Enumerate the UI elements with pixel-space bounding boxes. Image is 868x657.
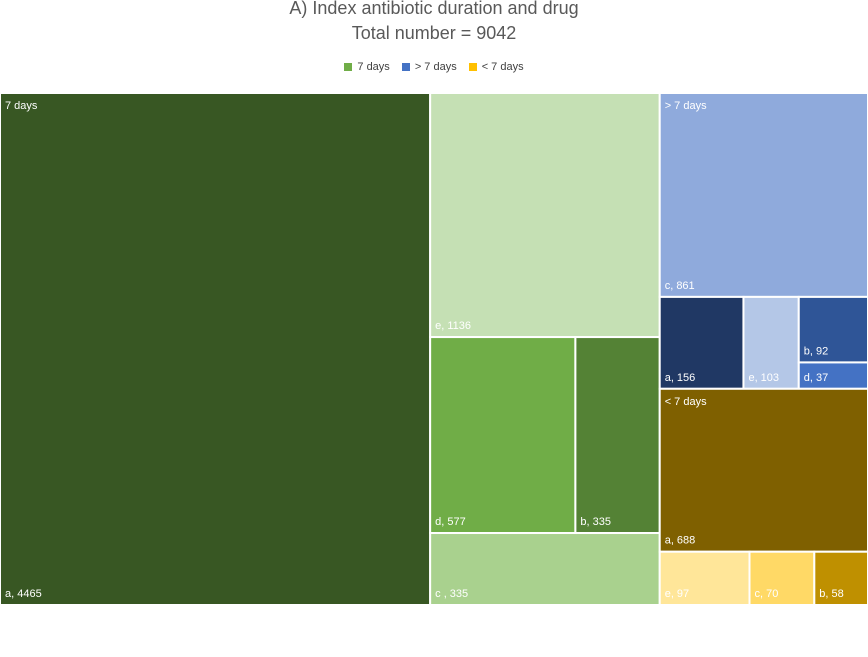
treemap: a, 4465 e, 1136 d, 577 b, 335 c , 335 7 days c… [0,93,868,605]
legend-label: 7 days [357,61,390,73]
treemap-cell-b-92 [797,295,868,364]
legend-swatch [344,63,353,71]
treemap-cell-c-861 [658,93,868,298]
treemap-group-label: 7 days [5,100,38,112]
legend-swatch [401,63,410,71]
legend-item-7-days: 7 days [344,61,390,73]
treemap-cell-a-156 [658,295,745,390]
legend-label: > 7 days [414,61,457,73]
legend-item-under-7-days: < 7 days [468,61,524,73]
treemap-cell-a-688 [658,387,868,553]
treemap-cell-c-335 [429,532,661,605]
treemap-cell-label: a, 156 [665,372,696,384]
treemap-cell-label: b, 335 [580,516,611,528]
treemap-cell-label: a, 4465 [5,588,42,600]
legend-item-over-7-days: > 7 days [401,61,457,73]
treemap-cell-label: a, 688 [665,535,696,547]
treemap-cell-e-1136 [429,93,661,339]
treemap-group-label: > 7 days [665,100,707,112]
treemap-cell-label: c, 70 [755,588,779,600]
legend: 7 days > 7 days < 7 days [0,61,868,73]
treemap-cell-label: b, 92 [804,345,828,357]
legend-label: < 7 days [481,61,524,73]
treemap-cell-label: d, 577 [435,516,466,528]
treemap-cell-label: e, 103 [748,372,779,384]
treemap-cell-label: b, 58 [819,588,843,600]
treemap-cell-label: e, 97 [665,588,689,600]
legend-swatch [468,63,477,71]
chart-title: A) Index antibiotic duration and drug [289,0,579,18]
treemap-cell-label: c , 335 [435,588,468,600]
treemap-cell-label: c, 861 [665,280,695,292]
treemap-cell-label: e, 1136 [435,320,471,332]
treemap-cell-d-577 [429,336,577,535]
treemap-cell-label: d, 37 [804,372,828,384]
treemap-cell-b-58 [813,550,868,605]
chart-subtitle: Total number = 9042 [351,23,517,43]
treemap-cell-b-335 [574,336,661,535]
treemap-group-label: < 7 days [665,396,707,408]
treemap-cell-a-4465 [0,93,432,605]
